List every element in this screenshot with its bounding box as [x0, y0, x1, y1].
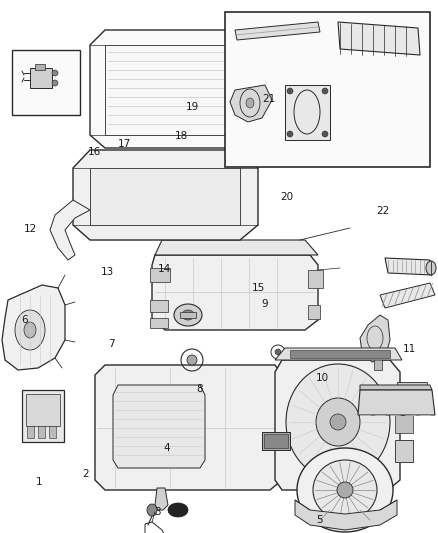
Text: 14: 14 [158, 264, 171, 274]
Ellipse shape [316, 398, 360, 446]
Polygon shape [90, 168, 240, 225]
Text: 8: 8 [196, 384, 203, 394]
Polygon shape [105, 45, 230, 135]
Text: 13: 13 [101, 267, 114, 277]
Text: 7: 7 [108, 339, 115, 349]
Text: 11: 11 [403, 344, 416, 354]
Bar [262, 432, 290, 450]
Polygon shape [275, 348, 402, 360]
Ellipse shape [52, 70, 58, 76]
Text: 5: 5 [316, 515, 323, 524]
Bar [374, 358, 382, 370]
Bar [395, 385, 413, 407]
Polygon shape [338, 22, 420, 55]
Text: 17: 17 [118, 139, 131, 149]
Bar [150, 300, 168, 312]
Bar [26, 394, 60, 426]
Polygon shape [113, 385, 205, 468]
Polygon shape [295, 500, 397, 530]
Ellipse shape [426, 261, 436, 275]
Polygon shape [230, 85, 272, 122]
Polygon shape [235, 22, 320, 40]
Ellipse shape [322, 131, 328, 137]
Text: 12: 12 [24, 224, 37, 234]
Bar [264, 434, 288, 448]
Polygon shape [73, 150, 258, 240]
Ellipse shape [297, 448, 393, 532]
Polygon shape [275, 360, 400, 490]
Text: 6: 6 [21, 315, 28, 325]
Ellipse shape [286, 364, 390, 480]
Bar [395, 440, 413, 462]
Text: 21: 21 [263, 94, 276, 103]
Text: 18: 18 [175, 131, 188, 141]
Bar [22, 390, 64, 442]
Bar [395, 415, 413, 433]
Polygon shape [155, 240, 318, 255]
Polygon shape [152, 255, 318, 330]
Bar [27, 426, 34, 438]
Ellipse shape [182, 310, 194, 320]
Ellipse shape [15, 310, 45, 350]
Polygon shape [360, 385, 432, 390]
Text: 3: 3 [154, 507, 161, 516]
Bar [290, 350, 390, 358]
Text: 20: 20 [280, 192, 293, 202]
Bar [12, 50, 80, 115]
Polygon shape [385, 258, 432, 275]
Ellipse shape [313, 460, 377, 520]
Ellipse shape [337, 482, 353, 498]
Bar [285, 85, 330, 140]
Ellipse shape [275, 349, 281, 355]
Bar [308, 270, 323, 288]
Ellipse shape [287, 88, 293, 94]
Ellipse shape [322, 88, 328, 94]
Text: 22: 22 [377, 206, 390, 215]
Polygon shape [360, 315, 390, 362]
Ellipse shape [147, 504, 157, 516]
Text: 1: 1 [36, 478, 43, 487]
Bar [35, 64, 45, 70]
Bar [150, 268, 170, 282]
Bar [150, 318, 168, 328]
Text: 4: 4 [163, 443, 170, 453]
Bar [397, 382, 427, 400]
Bar [308, 305, 320, 319]
Polygon shape [95, 365, 282, 490]
Ellipse shape [187, 355, 197, 365]
Text: 9: 9 [261, 299, 268, 309]
Ellipse shape [174, 304, 202, 326]
Polygon shape [2, 285, 65, 370]
Text: 2: 2 [82, 470, 89, 479]
Bar [225, 12, 430, 167]
Polygon shape [380, 283, 435, 308]
Polygon shape [90, 30, 245, 148]
Polygon shape [50, 200, 90, 260]
Bar [180, 312, 196, 318]
Polygon shape [155, 488, 168, 510]
Text: 19: 19 [186, 102, 199, 111]
Ellipse shape [287, 131, 293, 137]
Bar [49, 426, 56, 438]
Bar [30, 68, 52, 88]
Bar [38, 426, 45, 438]
Ellipse shape [330, 414, 346, 430]
Text: 15: 15 [252, 283, 265, 293]
Ellipse shape [52, 80, 58, 86]
Ellipse shape [24, 322, 36, 338]
Text: 10: 10 [315, 374, 328, 383]
Ellipse shape [246, 98, 254, 108]
Polygon shape [358, 390, 435, 415]
Ellipse shape [168, 503, 188, 517]
Text: 16: 16 [88, 147, 101, 157]
